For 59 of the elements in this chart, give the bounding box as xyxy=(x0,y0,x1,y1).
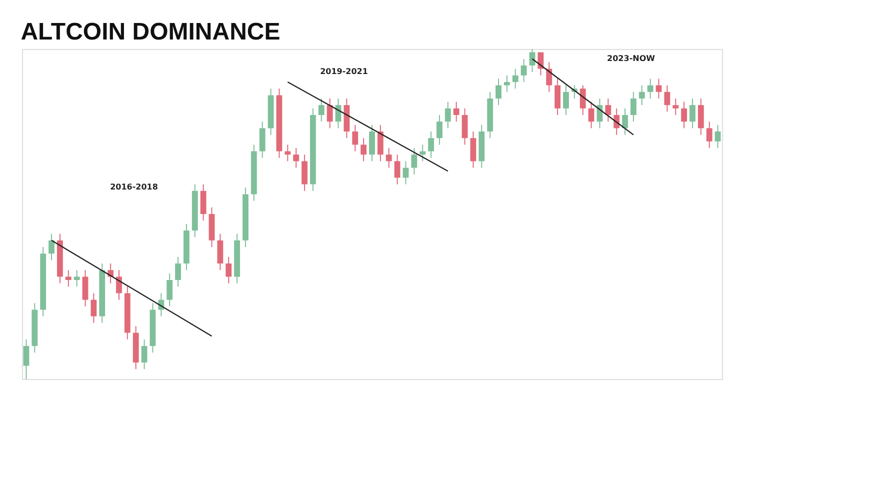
annotation: 2016-2018 xyxy=(110,182,158,192)
candlestick xyxy=(226,256,232,284)
candlestick xyxy=(141,338,148,370)
candlestick xyxy=(563,84,569,116)
candlestick xyxy=(681,101,687,129)
candlestick xyxy=(698,98,704,136)
candlestick xyxy=(175,256,181,288)
candlestick xyxy=(580,84,586,116)
candlestick xyxy=(588,101,594,129)
candlestick xyxy=(318,98,324,122)
candlestick xyxy=(23,338,30,380)
candlestick xyxy=(166,272,173,307)
candlestick xyxy=(462,108,468,146)
candlestick xyxy=(444,101,451,129)
candlestick xyxy=(386,148,392,168)
candlestick xyxy=(428,131,434,158)
candlestick xyxy=(470,131,476,168)
candlestick xyxy=(520,58,527,82)
candlestick xyxy=(411,148,418,175)
candlestick xyxy=(377,124,384,162)
candlestick xyxy=(672,98,679,116)
candlestick xyxy=(74,270,80,288)
candlestick xyxy=(302,154,308,192)
candlestick xyxy=(504,74,510,92)
candlestick xyxy=(284,144,291,162)
candlestick xyxy=(394,154,400,185)
candlestick xyxy=(360,138,367,162)
candlestick xyxy=(65,270,72,288)
candlestick xyxy=(48,233,54,261)
candlestick xyxy=(200,184,206,222)
candlestick xyxy=(706,121,712,148)
candlestick xyxy=(546,62,552,92)
candlestick xyxy=(217,233,224,271)
chart-title: ALTCOIN DOMINANCE xyxy=(20,18,280,46)
candlestick xyxy=(82,270,88,307)
candlestick xyxy=(326,98,333,129)
candlestick xyxy=(352,124,358,152)
candlestick xyxy=(690,98,696,129)
annotation: 2023-NOW xyxy=(607,54,656,63)
candlestick xyxy=(605,98,612,122)
candlestick xyxy=(638,84,645,106)
candlestick xyxy=(453,101,460,122)
candlestick xyxy=(664,84,670,112)
candlestick xyxy=(622,108,628,136)
candlestick xyxy=(714,124,721,148)
candlestick xyxy=(420,144,426,162)
candlestick xyxy=(369,124,375,162)
annotation: 2019-2021 xyxy=(320,67,368,76)
candlestick xyxy=(656,78,662,99)
candlestick xyxy=(512,68,518,90)
candlestick xyxy=(647,78,654,99)
candlestick xyxy=(554,78,560,116)
candlestick xyxy=(630,91,636,122)
candlestick xyxy=(90,292,97,324)
candlestick xyxy=(293,148,300,168)
candlestick xyxy=(496,78,502,106)
candlestick xyxy=(436,114,442,146)
candlestick xyxy=(259,121,266,158)
candlestick xyxy=(116,270,122,300)
